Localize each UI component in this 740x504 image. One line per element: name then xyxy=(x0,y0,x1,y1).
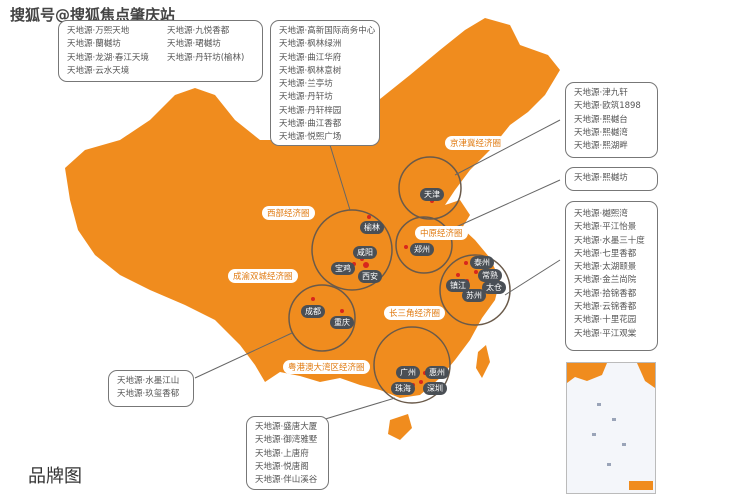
city-label-yulin: 榆林 xyxy=(360,221,384,234)
project-item: 天地源·丹轩梓园 xyxy=(279,105,342,116)
box-top-left-projects: 天地源·万熙天地 天地源·九悦香都 天地源·蘭樾坊 天地源·珺樾坊 天地源·龙湖… xyxy=(58,20,263,82)
project-item: 天地源·枫林意树 xyxy=(279,65,342,76)
project-item: 天地源·七里香都 xyxy=(574,248,637,259)
city-label-changshu: 常熟 xyxy=(478,269,502,282)
city-label-guangzhou: 广州 xyxy=(396,366,420,379)
region-label-central: 中原经济圈 xyxy=(415,226,468,240)
box-tianjin-projects: 天地源·津九轩 天地源·欧筑1898 天地源·熙樾台 天地源·熙樾湾 天地源·熙… xyxy=(565,82,658,158)
city-label-baoji: 宝鸡 xyxy=(331,262,355,275)
taiwan-island xyxy=(476,345,490,378)
box-xian-projects: 天地源·高新国际商务中心 天地源·枫林绿洲 天地源·曲江华府 天地源·枫林意树 … xyxy=(270,20,380,146)
project-item: 天地源·金兰尚院 xyxy=(574,275,637,286)
project-item: 天地源·平江怡景 xyxy=(574,222,637,233)
project-item: 天地源·龙湖·春江天境 xyxy=(67,52,149,63)
box-zhengzhou-projects: 天地源·熙樾坊 xyxy=(565,167,658,191)
circle-yrd xyxy=(439,254,511,326)
project-item: 天地源·万熙天地 xyxy=(67,26,130,36)
project-item: 天地源·伴山溪谷 xyxy=(255,475,318,486)
project-item: 天地源·樾熙湾 xyxy=(574,209,628,219)
city-label-taizhou: 泰州 xyxy=(470,256,494,269)
project-item: 天地源·玖玺香郁 xyxy=(117,389,180,400)
project-item: 天地源·熙湖畔 xyxy=(574,141,628,152)
project-item: 天地源·十里花园 xyxy=(574,315,637,326)
project-item: 天地源·欧筑1898 xyxy=(574,101,641,112)
inset-map-graphic xyxy=(567,363,655,490)
region-label-west: 西部经济圈 xyxy=(262,206,315,220)
project-item: 天地源·御湾雅墅 xyxy=(255,435,318,446)
project-item: 天地源·珺樾坊 xyxy=(167,39,221,50)
region-label-jjj: 京津冀经济圈 xyxy=(445,136,507,150)
project-item: 天地源·丹轩坊 xyxy=(279,92,333,103)
city-label-chongqing: 重庆 xyxy=(330,316,354,329)
city-label-zhuhai: 珠海 xyxy=(391,382,415,395)
city-label-chengdu: 成都 xyxy=(301,305,325,318)
hainan-island xyxy=(388,414,412,440)
project-item: 天地源·熙樾湾 xyxy=(574,127,628,138)
project-item: 天地源·津九轩 xyxy=(574,88,628,98)
project-item: 天地源·枫林绿洲 xyxy=(279,39,342,50)
region-label-yrd: 长三角经济圈 xyxy=(384,306,446,320)
south-china-sea-inset-map xyxy=(566,362,656,494)
project-item: 天地源·云水天境 xyxy=(67,65,130,76)
box-yangtze-projects: 天地源·樾熙湾 天地源·平江怡景 天地源·水墨三十度 天地源·七里香都 天地源·… xyxy=(565,201,658,351)
project-item: 天地源·拾锦香都 xyxy=(574,288,637,299)
project-item: 天地源·太湖颐景 xyxy=(574,262,637,273)
project-item: 天地源·上唐府 xyxy=(255,448,309,459)
project-item: 天地源·水墨三十度 xyxy=(574,235,645,246)
city-label-zhengzhou: 郑州 xyxy=(410,243,434,256)
footer-title: 品牌图 xyxy=(28,466,82,487)
project-item: 天地源·盛唐大厦 xyxy=(255,422,318,432)
project-item: 天地源·熙樾台 xyxy=(574,114,628,125)
project-item: 天地源·熙樾坊 xyxy=(574,173,628,183)
economic-circles xyxy=(288,156,511,404)
city-label-tianjin: 天津 xyxy=(420,188,444,201)
project-item: 天地源·云锦香都 xyxy=(574,302,637,313)
project-item: 天地源·悦唐阁 xyxy=(255,461,309,472)
city-label-zhenjiang: 镇江 xyxy=(446,279,470,292)
circle-central xyxy=(395,216,453,274)
project-item: 天地源·平江观棠 xyxy=(574,328,637,339)
region-label-chengyu: 成渝双城经济圈 xyxy=(228,269,298,283)
project-item: 天地源·九悦香都 xyxy=(167,26,230,36)
box-gba-projects: 天地源·盛唐大厦 天地源·御湾雅墅 天地源·上唐府 天地源·悦唐阁 天地源·伴山… xyxy=(246,416,329,490)
watermark: 搜狐号@搜狐焦点肇庆站 xyxy=(10,6,176,24)
city-label-taicang: 太仓 xyxy=(482,281,506,294)
project-item: 天地源·曲江香都 xyxy=(279,119,342,130)
project-item: 天地源·悦熙广场 xyxy=(279,132,342,143)
city-label-shenzhen: 深圳 xyxy=(423,382,447,395)
project-item: 天地源·高新国际商务中心 xyxy=(279,26,376,36)
circle-west xyxy=(311,209,393,291)
city-label-xian: 西安 xyxy=(358,270,382,283)
box-chongqing-projects: 天地源·水墨江山 天地源·玖玺香郁 xyxy=(108,370,194,407)
project-item: 天地源·水墨江山 xyxy=(117,376,180,386)
region-label-gba: 粤港澳大湾区经济圈 xyxy=(283,360,370,374)
city-label-suzhou: 苏州 xyxy=(462,289,486,302)
connector-lines xyxy=(194,119,561,421)
project-item: 天地源·兰亭坊 xyxy=(279,79,333,90)
city-label-huizhou: 惠州 xyxy=(425,366,449,379)
circle-jjj xyxy=(398,156,462,220)
circle-gba xyxy=(373,326,451,404)
project-item: 天地源·曲江华府 xyxy=(279,52,342,63)
project-item: 天地源·蘭樾坊 xyxy=(67,39,121,50)
city-label-xianyang: 咸阳 xyxy=(353,246,377,259)
project-item: 天地源·丹轩坊(榆林) xyxy=(167,52,245,63)
circle-chengyu xyxy=(288,284,356,352)
